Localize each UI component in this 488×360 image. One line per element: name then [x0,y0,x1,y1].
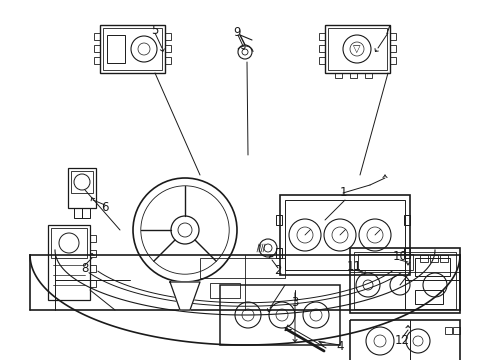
Bar [200,258,285,278]
Bar [419,255,427,262]
Bar [71,171,93,193]
Bar [94,45,100,52]
Bar [389,57,395,64]
Bar [90,250,96,257]
Bar [327,28,386,70]
Bar [349,248,459,313]
Text: 2: 2 [274,264,281,276]
Bar [318,45,325,52]
Bar [220,285,339,345]
Bar [444,327,451,334]
Text: 4: 4 [336,341,343,354]
Bar [349,320,459,360]
Text: ▽: ▽ [352,44,360,54]
Text: 6: 6 [101,201,108,213]
Bar [209,283,240,298]
Text: 8: 8 [81,261,88,274]
Text: 9: 9 [233,26,240,39]
Bar [357,254,412,270]
Bar [74,208,82,218]
Bar [100,25,164,73]
Bar [107,35,125,63]
Bar [353,252,455,309]
Bar [275,215,282,225]
Text: 11: 11 [346,261,361,274]
Text: 3: 3 [291,296,298,309]
Bar [275,248,282,258]
Bar [334,73,341,78]
Bar [389,33,395,40]
Text: 5: 5 [151,23,159,36]
Text: 1: 1 [339,185,346,198]
Bar [318,57,325,64]
Text: 10: 10 [392,251,407,264]
Bar [364,73,371,78]
Bar [429,255,437,262]
Bar [164,33,171,40]
Bar [414,258,449,276]
Bar [280,195,409,275]
Bar [403,248,409,258]
Bar [349,73,356,78]
Bar [51,228,87,258]
Bar [285,200,404,270]
Bar [403,215,409,225]
Bar [318,33,325,40]
Polygon shape [170,282,200,310]
Bar [82,208,90,218]
Bar [164,45,171,52]
Bar [90,280,96,287]
Bar [164,57,171,64]
Bar [94,33,100,40]
Bar [452,327,459,334]
Bar [414,290,442,304]
Bar [389,45,395,52]
Bar [90,235,96,242]
Bar [90,265,96,272]
Text: 7: 7 [384,23,391,36]
Bar [439,255,447,262]
Bar [94,57,100,64]
Bar [68,168,96,208]
Text: 12: 12 [394,333,408,346]
Bar [325,25,389,73]
Bar [103,28,162,70]
Bar [48,225,90,300]
